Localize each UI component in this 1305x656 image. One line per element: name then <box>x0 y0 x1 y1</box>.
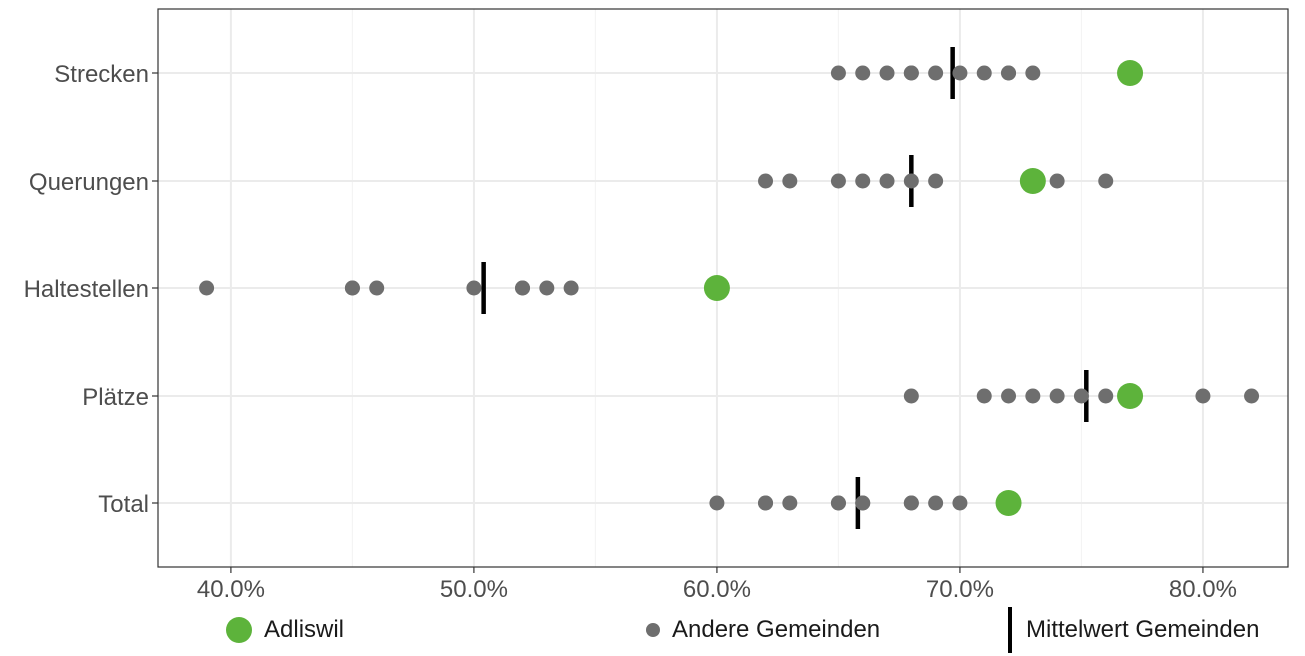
legend-label-mittelwert: Mittelwert Gemeinden <box>1026 616 1260 643</box>
legend-label-adliswil: Adliswil <box>264 616 345 643</box>
other-point-haltestellen <box>539 280 555 296</box>
other-point-platze <box>1073 388 1089 404</box>
other-point-querungen <box>855 173 871 189</box>
other-point-platze <box>1001 388 1017 404</box>
dot-plot-chart: Strecken Querungen Haltestellen Plätze Total… <box>24 8 1289 603</box>
other-municipality-points <box>199 65 1260 511</box>
x-tick-label: 70.0% <box>926 576 994 603</box>
y-axis: Strecken Querungen Haltestellen Plätze Total <box>24 61 158 518</box>
other-point-total <box>928 495 944 511</box>
x-tick-label: 40.0% <box>197 576 265 603</box>
adliswil-points <box>703 60 1144 516</box>
other-point-strecken <box>855 65 871 81</box>
other-point-haltestellen <box>563 280 579 296</box>
other-point-platze <box>1195 388 1211 404</box>
other-point-querungen <box>782 173 798 189</box>
other-point-total <box>782 495 798 511</box>
other-point-total <box>830 495 846 511</box>
y-tick-label-platze: Plätze <box>82 384 149 411</box>
adliswil-point-querungen <box>1019 168 1046 194</box>
other-point-haltestellen <box>369 280 385 296</box>
other-point-strecken <box>976 65 992 81</box>
other-point-querungen <box>879 173 895 189</box>
legend-item-mittelwert: Mittelwert Gemeinden <box>1008 605 1259 655</box>
x-axis: 40.0% 50.0% 60.0% 70.0% 80.0% <box>197 567 1237 603</box>
legend-symbol-small-dot <box>646 623 660 637</box>
y-tick-label-strecken: Strecken <box>54 61 149 88</box>
legend-item-adliswil: Adliswil <box>226 605 344 655</box>
legend-label-andere-gemeinden: Andere Gemeinden <box>672 616 881 643</box>
y-tick-label-total: Total <box>98 491 149 518</box>
other-point-total <box>758 495 774 511</box>
other-point-querungen <box>1098 173 1114 189</box>
legend-item-andere-gemeinden: Andere Gemeinden <box>646 605 880 655</box>
other-point-platze <box>976 388 992 404</box>
adliswil-point-platze <box>1117 383 1144 409</box>
other-point-strecken <box>903 65 919 81</box>
other-point-total <box>855 495 871 511</box>
other-point-querungen <box>1049 173 1065 189</box>
adliswil-point-strecken <box>1117 60 1144 86</box>
other-point-platze <box>903 388 919 404</box>
other-point-haltestellen <box>515 280 531 296</box>
x-tick-label: 50.0% <box>440 576 508 603</box>
other-point-platze <box>1244 388 1260 404</box>
other-point-haltestellen <box>344 280 360 296</box>
y-tick-label-querungen: Querungen <box>29 169 149 196</box>
other-point-total <box>709 495 725 511</box>
other-point-querungen <box>903 173 919 189</box>
adliswil-point-total <box>995 490 1022 516</box>
other-point-strecken <box>952 65 968 81</box>
other-point-querungen <box>830 173 846 189</box>
legend-symbol-vertical-line <box>1008 607 1012 653</box>
legend: Adliswil Andere Gemeinden Mittelwert Gem… <box>0 605 1305 655</box>
x-tick-label: 80.0% <box>1169 576 1237 603</box>
other-point-platze <box>1049 388 1065 404</box>
other-point-total <box>952 495 968 511</box>
other-point-strecken <box>1025 65 1041 81</box>
other-point-strecken <box>879 65 895 81</box>
adliswil-point-haltestellen <box>703 275 730 301</box>
other-point-haltestellen <box>466 280 482 296</box>
other-point-strecken <box>830 65 846 81</box>
other-point-platze <box>1098 388 1114 404</box>
other-point-querungen <box>758 173 774 189</box>
other-point-querungen <box>928 173 944 189</box>
other-point-total <box>903 495 919 511</box>
other-point-platze <box>1025 388 1041 404</box>
other-point-haltestellen <box>199 280 215 296</box>
y-tick-label-haltestellen: Haltestellen <box>24 276 149 303</box>
legend-symbol-large-dot <box>226 617 252 643</box>
other-point-strecken <box>928 65 944 81</box>
other-point-strecken <box>1001 65 1017 81</box>
x-tick-label: 60.0% <box>683 576 751 603</box>
